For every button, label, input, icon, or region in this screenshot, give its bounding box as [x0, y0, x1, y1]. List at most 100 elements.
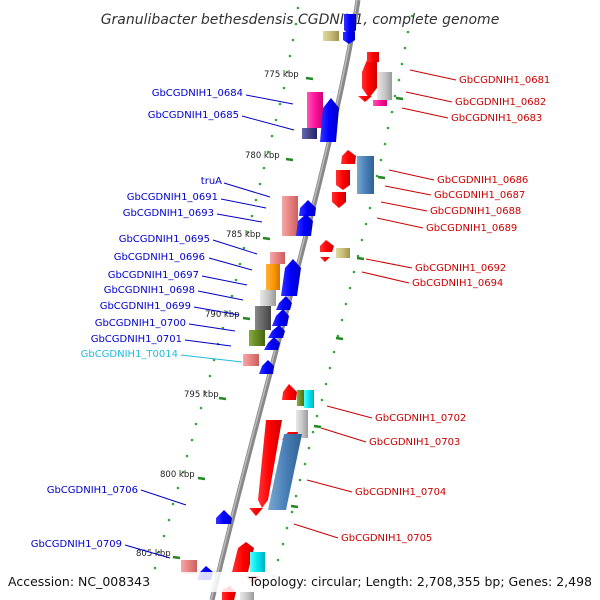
gene-label-0688[interactable]: GbCGDNIH1_0688	[430, 206, 521, 217]
gene-0700[interactable]	[255, 306, 271, 330]
tick-mark-805	[172, 555, 181, 560]
right-gene-labels: GbCGDNIH1_0681 GbCGDNIH1_0682 GbCGDNIH1_…	[341, 75, 550, 544]
gene-label-0687[interactable]: GbCGDNIH1_0687	[434, 190, 525, 201]
gene-label-0682[interactable]: GbCGDNIH1_0682	[455, 97, 546, 108]
gene-0682[interactable]	[377, 72, 392, 100]
tick-mark-775	[305, 76, 314, 81]
gene-label-0703[interactable]: GbCGDNIH1_0703	[369, 437, 460, 448]
gene-label-0684[interactable]: GbCGDNIH1_0684	[152, 88, 243, 99]
gene-feature[interactable]	[264, 337, 280, 350]
gene-0697[interactable]	[281, 259, 301, 296]
gene-feature[interactable]	[344, 14, 356, 36]
gene-0688[interactable]	[336, 170, 350, 190]
tick-mark-790	[242, 316, 251, 321]
right-leader-lines	[293, 69, 457, 539]
reverse-strand-features	[181, 14, 356, 580]
gene-feature[interactable]	[343, 32, 355, 44]
gene-0685[interactable]	[320, 98, 339, 142]
gene-0696[interactable]	[266, 264, 280, 290]
gene-0694[interactable]	[336, 248, 350, 258]
gene-0709[interactable]	[181, 560, 197, 574]
gene-0703[interactable]	[296, 410, 308, 438]
gene-feature[interactable]	[268, 325, 285, 338]
gene-0702-a[interactable]	[297, 390, 305, 406]
gene-0691[interactable]	[299, 200, 316, 216]
tick-label-795: 795 kbp	[184, 390, 219, 400]
gene-feature[interactable]	[302, 128, 317, 139]
gene-0704[interactable]	[258, 420, 282, 508]
gene-feature[interactable]	[250, 552, 265, 572]
gene-feature[interactable]	[358, 96, 372, 102]
gene-label-0689[interactable]: GbCGDNIH1_0689	[426, 223, 517, 234]
gene-label-0693[interactable]: GbCGDNIH1_0693	[123, 208, 214, 219]
gene-feature[interactable]	[282, 384, 297, 400]
gene-feature[interactable]	[232, 542, 254, 572]
gene-label-0704[interactable]: GbCGDNIH1_0704	[355, 487, 446, 498]
gene-label-0681[interactable]: GbCGDNIH1_0681	[459, 75, 550, 86]
gene-0706[interactable]	[216, 510, 232, 524]
gene-label-trua[interactable]: truA	[201, 176, 222, 187]
gene-label-0706[interactable]: GbCGDNIH1_0706	[47, 485, 138, 496]
gene-feature[interactable]	[367, 52, 379, 62]
gene-0689[interactable]	[332, 192, 346, 208]
gene-0700-b[interactable]	[272, 309, 289, 326]
gene-feature[interactable]	[259, 360, 274, 374]
tick-label-800: 800 kbp	[160, 470, 195, 480]
gene-feature[interactable]	[320, 257, 330, 262]
gene-label-t0014[interactable]: GbCGDNIH1_T0014	[81, 349, 178, 360]
tick-mark-800	[197, 476, 206, 481]
tick-label-775: 775 kbp	[264, 70, 299, 80]
gene-label-0705[interactable]: GbCGDNIH1_0705	[341, 533, 432, 544]
gene-label-0685[interactable]: GbCGDNIH1_0685	[148, 110, 239, 121]
gene-0684[interactable]	[307, 92, 323, 128]
gene-label-0695[interactable]: GbCGDNIH1_0695	[119, 234, 210, 245]
gene-0687[interactable]	[357, 156, 374, 194]
gene-feature[interactable]	[323, 31, 339, 41]
gene-0701[interactable]	[249, 330, 265, 346]
gene-label-0691[interactable]: GbCGDNIH1_0691	[127, 192, 218, 203]
gene-0699[interactable]	[276, 296, 292, 310]
gene-trua[interactable]	[282, 196, 298, 236]
gene-0695[interactable]	[270, 252, 285, 264]
gene-label-0699[interactable]: GbCGDNIH1_0699	[100, 301, 191, 312]
accession-text: Accession: NC_008343	[8, 574, 150, 589]
map-title: Granulibacter bethesdensis CGDNIH1, comp…	[101, 12, 500, 28]
gene-label-0700[interactable]: GbCGDNIH1_0700	[95, 318, 186, 329]
gene-feature[interactable]	[249, 508, 263, 516]
gene-label-0683[interactable]: GbCGDNIH1_0683	[451, 113, 542, 124]
gene-feature[interactable]	[240, 592, 254, 600]
gene-t0014[interactable]	[243, 354, 259, 366]
tick-mark-795	[218, 396, 227, 401]
gene-0686[interactable]	[341, 150, 356, 164]
gene-0702[interactable]	[304, 390, 314, 408]
gene-label-0698[interactable]: GbCGDNIH1_0698	[104, 285, 195, 296]
footer-background	[0, 572, 600, 592]
outer-guide-ring	[272, 14, 414, 578]
gene-0705[interactable]	[268, 434, 302, 510]
gene-label-0701[interactable]: GbCGDNIH1_0701	[91, 334, 182, 345]
tick-mark-785	[262, 236, 271, 241]
gene-label-0697[interactable]: GbCGDNIH1_0697	[108, 270, 199, 281]
outer-ring-ticks	[290, 96, 404, 509]
scale-ticks: 775 kbp 780 kbp 785 kbp 790 kbp 795 kbp …	[136, 70, 314, 560]
gene-label-0686[interactable]: GbCGDNIH1_0686	[437, 175, 528, 186]
gene-label-0709[interactable]: GbCGDNIH1_0709	[31, 539, 122, 550]
gene-0681[interactable]	[362, 60, 377, 98]
topology-text: Topology: circular; Length: 2,708,355 bp…	[248, 574, 592, 589]
gene-0693[interactable]	[296, 214, 313, 236]
tick-label-790: 790 kbp	[205, 310, 240, 320]
tick-label-805: 805 kbp	[136, 549, 171, 559]
tick-label-780: 780 kbp	[245, 151, 280, 161]
gene-label-0696[interactable]: GbCGDNIH1_0696	[114, 252, 205, 263]
gene-0698[interactable]	[260, 290, 276, 306]
gene-0683[interactable]	[373, 100, 387, 106]
left-gene-labels: GbCGDNIH1_0684 GbCGDNIH1_0685 truA GbCGD…	[31, 88, 243, 550]
gene-0692[interactable]	[320, 240, 334, 252]
gene-label-0702[interactable]: GbCGDNIH1_0702	[375, 413, 466, 424]
gene-label-0692[interactable]: GbCGDNIH1_0692	[415, 263, 506, 274]
left-leader-lines	[124, 94, 295, 559]
gene-label-0694[interactable]: GbCGDNIH1_0694	[412, 278, 503, 289]
forward-strand-features	[222, 52, 392, 600]
tick-mark-780	[285, 157, 294, 162]
